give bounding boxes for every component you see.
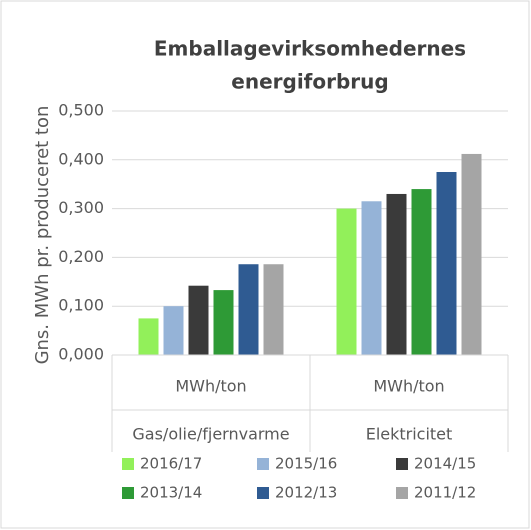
bar [361, 201, 382, 355]
chart-title: Emballagevirksomhedernes [154, 37, 466, 61]
legend-swatch [257, 487, 269, 499]
legend-label: 2014/15 [414, 455, 476, 473]
bar [213, 290, 234, 355]
group-label: Gas/olie/fjernvarme [132, 425, 289, 444]
bar [386, 193, 407, 355]
y-tick-label: 0,200 [58, 247, 104, 266]
legend-swatch [396, 487, 408, 499]
legend-label: 2016/17 [140, 455, 202, 473]
chart-title: energiforbrug [231, 70, 388, 94]
legend-label: 2012/13 [275, 484, 337, 502]
y-tick-label: 0,400 [58, 149, 104, 168]
bar [188, 285, 209, 355]
bar [263, 264, 284, 355]
bar [163, 306, 184, 355]
y-axis-title: Gns. MWh pr. produceret ton [32, 106, 53, 365]
x-tick-label: MWh/ton [175, 377, 246, 396]
legend-swatch [122, 487, 134, 499]
y-tick-label: 0,500 [58, 101, 104, 120]
legend-label: 2015/16 [275, 455, 337, 473]
legend-label: 2011/12 [414, 484, 476, 502]
bar [238, 264, 259, 355]
x-tick-label: MWh/ton [373, 377, 444, 396]
legend-swatch [396, 458, 408, 470]
legend-label: 2013/14 [140, 484, 202, 502]
legend-swatch [122, 458, 134, 470]
bar [336, 208, 357, 355]
group-label: Elektricitet [366, 425, 453, 444]
legend-swatch [257, 458, 269, 470]
bar [461, 153, 482, 355]
bar [436, 172, 457, 355]
y-tick-label: 0,000 [58, 345, 104, 364]
bar [411, 189, 432, 355]
y-tick-label: 0,100 [58, 296, 104, 315]
y-tick-label: 0,300 [58, 198, 104, 217]
bar [138, 318, 159, 355]
